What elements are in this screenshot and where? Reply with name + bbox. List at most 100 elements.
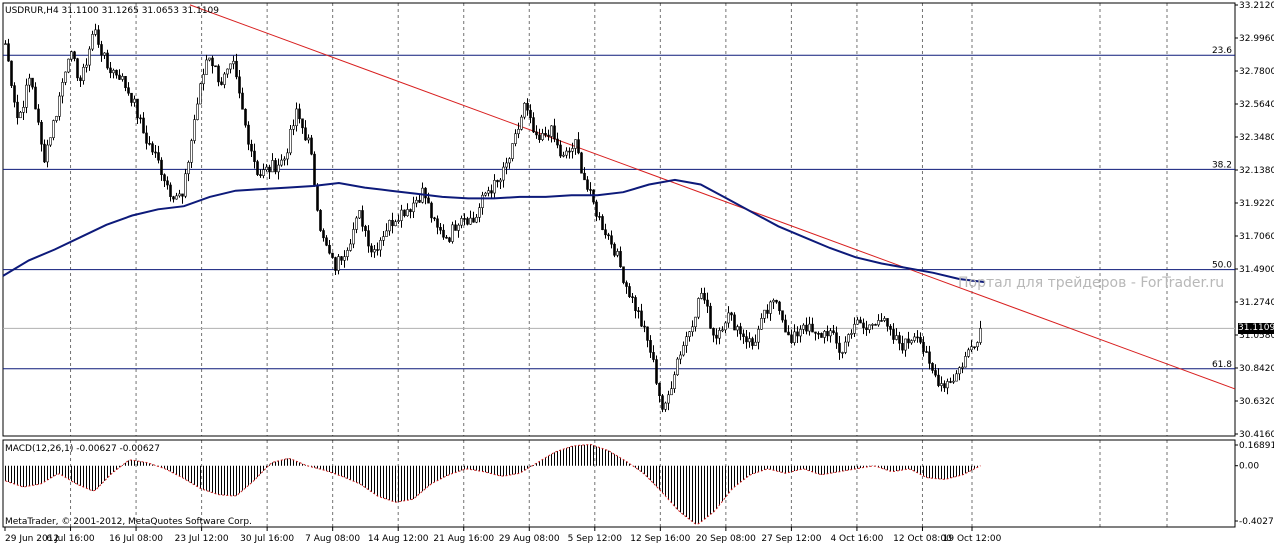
macd-tick-label: 0.16891 xyxy=(1239,441,1274,451)
candle-body xyxy=(667,394,670,404)
candle-body xyxy=(31,77,34,88)
candle-body xyxy=(184,173,187,197)
candle-body xyxy=(463,218,466,220)
candle-body xyxy=(661,395,664,410)
candle-body xyxy=(760,318,763,330)
x-tick-label: 21 Aug 16:00 xyxy=(433,534,494,544)
candle-body xyxy=(676,358,679,376)
candle-body xyxy=(580,152,583,174)
candle-body xyxy=(385,230,388,237)
candle-body xyxy=(883,318,886,321)
candle-body xyxy=(88,48,91,66)
candle-body xyxy=(733,314,736,331)
candle-body xyxy=(802,324,805,330)
candle-body xyxy=(178,193,181,197)
candle-body xyxy=(520,116,523,130)
candle-body xyxy=(955,373,958,382)
y-tick-label: 30.4160 xyxy=(1239,430,1274,440)
candle-body xyxy=(193,119,196,141)
candle-body xyxy=(358,210,361,219)
candle-body xyxy=(832,330,835,334)
candle-body xyxy=(568,150,571,153)
y-tick-label: 32.7800 xyxy=(1239,67,1274,77)
candle-body xyxy=(106,52,109,69)
candle-body xyxy=(16,101,19,119)
candle-body xyxy=(352,229,355,245)
candle-body xyxy=(382,236,385,241)
candle-body xyxy=(847,334,850,343)
candle-body xyxy=(295,108,298,127)
candle-body xyxy=(55,116,58,121)
candle-body xyxy=(613,243,616,256)
candle-body xyxy=(379,240,382,251)
candle-body xyxy=(640,310,643,327)
candle-body xyxy=(874,324,877,326)
candle-body xyxy=(550,125,553,137)
candle-body xyxy=(697,298,700,318)
candle-body xyxy=(790,334,793,343)
candle-body xyxy=(490,190,493,194)
candle-body xyxy=(565,150,568,156)
y-tick-label: 31.4900 xyxy=(1239,265,1274,275)
candle-body xyxy=(700,292,703,299)
candle-body xyxy=(820,333,823,338)
candle-body xyxy=(208,57,211,61)
x-tick-label: 19 Oct 12:00 xyxy=(943,534,1002,544)
candle-body xyxy=(586,179,589,190)
candle-body xyxy=(28,77,31,86)
candle-body xyxy=(376,249,379,251)
candle-body xyxy=(583,172,586,181)
fibo-level-label: 61.8 xyxy=(1212,360,1232,370)
candle-body xyxy=(517,128,520,135)
candle-body xyxy=(904,338,907,351)
candle-body xyxy=(835,332,838,344)
candle-body xyxy=(682,345,685,356)
candle-body xyxy=(979,328,982,343)
candle-body xyxy=(916,336,919,339)
candle-body xyxy=(232,60,235,65)
candle-body xyxy=(196,103,199,120)
candle-body xyxy=(577,139,580,154)
candle-body xyxy=(319,210,322,231)
candle-body xyxy=(412,202,415,213)
candle-body xyxy=(265,166,268,171)
x-tick-label: 30 Jul 16:00 xyxy=(240,534,294,544)
candle-body xyxy=(934,370,937,376)
candle-body xyxy=(115,69,118,76)
candle-body xyxy=(958,367,961,375)
fibo-level-label: 50.0 xyxy=(1212,261,1232,271)
candle-body xyxy=(595,201,598,217)
candle-body xyxy=(619,251,622,268)
y-tick-label: 31.7060 xyxy=(1239,232,1274,242)
copyright-text: MetaTrader, © 2001-2012, MetaQuotes Soft… xyxy=(5,517,252,527)
candle-body xyxy=(535,131,538,136)
x-tick-label: 20 Sep 08:00 xyxy=(696,534,756,544)
candle-body xyxy=(43,143,46,163)
candle-body xyxy=(505,162,508,168)
candle-body xyxy=(511,143,514,159)
candle-body xyxy=(139,117,142,120)
candle-body xyxy=(646,326,649,341)
candle-body xyxy=(526,102,529,111)
candle-body xyxy=(349,243,352,251)
candle-body xyxy=(91,34,94,50)
candle-body xyxy=(556,138,559,146)
candle-body xyxy=(805,324,808,332)
candle-body xyxy=(637,310,640,312)
candle-body xyxy=(25,84,28,108)
candle-body xyxy=(622,266,625,283)
candle-body xyxy=(850,333,853,335)
candle-body xyxy=(457,224,460,231)
y-tick-label: 31.0580 xyxy=(1239,331,1274,341)
candle-body xyxy=(259,174,262,176)
x-tick-label: 14 Aug 12:00 xyxy=(368,534,429,544)
candle-body xyxy=(22,106,25,113)
candle-body xyxy=(151,143,154,153)
candle-body xyxy=(721,329,724,332)
candle-body xyxy=(508,158,511,164)
candle-body xyxy=(217,65,220,83)
candle-body xyxy=(940,383,943,386)
candle-body xyxy=(442,229,445,238)
